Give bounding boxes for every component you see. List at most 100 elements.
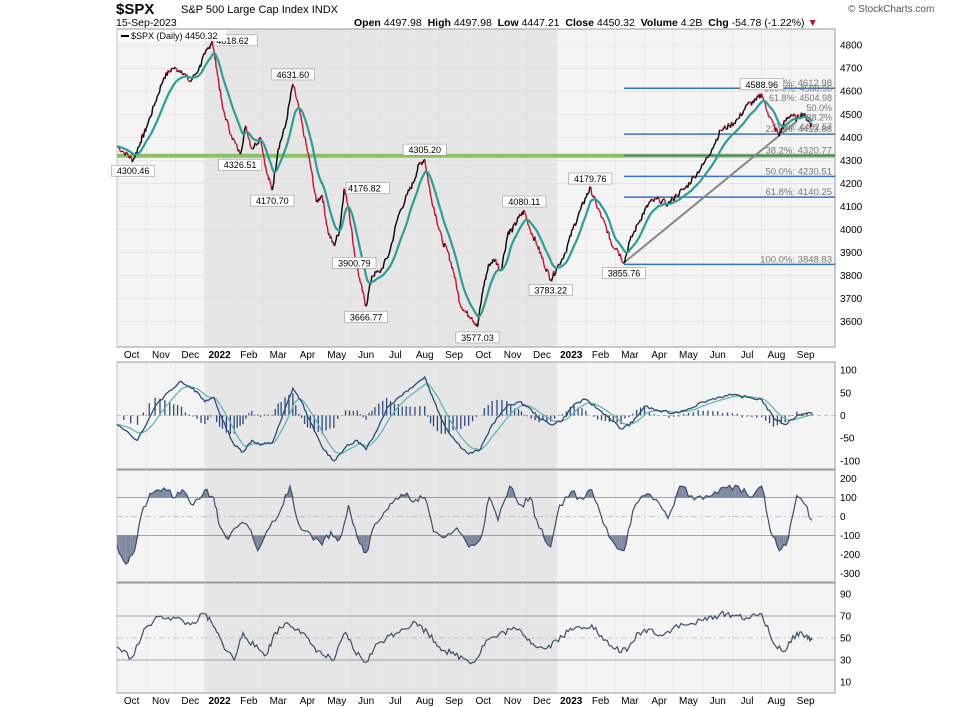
price-segment (385, 257, 388, 260)
month-label: 2023 (560, 696, 583, 707)
price-segment (383, 258, 386, 263)
swing-label-box (455, 331, 500, 344)
cci-fill (623, 535, 627, 551)
price-segment (657, 196, 660, 200)
month-label: Aug (416, 696, 434, 707)
volume-value: 4.2B (680, 17, 703, 29)
price-segment (217, 77, 220, 84)
swing-label: 4080.11 (508, 197, 540, 207)
price-segment (200, 59, 203, 65)
change-label: Chg (708, 17, 729, 29)
price-segment (616, 249, 620, 253)
price-segment (590, 187, 593, 196)
month-label: Oct (476, 696, 492, 707)
swing-label-box (270, 68, 315, 81)
price-segment (503, 249, 507, 253)
price-segment (375, 270, 379, 273)
price-segment (717, 129, 721, 137)
price-segment (205, 48, 208, 51)
price-segment (727, 123, 731, 127)
price-segment (305, 143, 308, 147)
month-label: Dec (533, 350, 551, 361)
cci-fill (149, 493, 153, 498)
price-ytick-label: 3700 (840, 294, 863, 305)
price-ytick-label: 4300 (840, 156, 863, 167)
price-segment (296, 99, 299, 103)
price-ytick-label: 4700 (840, 64, 863, 75)
month-label: Feb (592, 696, 610, 707)
price-segment (594, 200, 597, 205)
price-ytick-label: 3900 (840, 248, 863, 259)
price-segment (136, 148, 139, 154)
price-segment (534, 236, 537, 241)
price-segment (489, 262, 492, 267)
month-label: Feb (240, 350, 258, 361)
price-segment (596, 207, 599, 210)
cci-fill (741, 488, 745, 498)
price-segment (485, 272, 488, 276)
price-segment (624, 255, 627, 258)
price-segment (445, 245, 448, 249)
price-segment (480, 295, 483, 304)
price-segment (357, 271, 360, 277)
price-segment (414, 176, 417, 179)
price-segment (297, 102, 300, 108)
price-segment (247, 136, 250, 140)
price-segment (471, 319, 474, 323)
price-segment (344, 193, 347, 196)
macd-ytick-label: 0 (840, 411, 846, 422)
price-segment (602, 217, 605, 221)
price-segment (710, 148, 713, 154)
price-segment (609, 240, 612, 244)
month-label: Mar (270, 350, 288, 361)
price-segment (142, 133, 145, 138)
price-segment (528, 225, 531, 229)
price-segment (302, 130, 305, 137)
price-segment (624, 256, 627, 263)
price-segment (672, 198, 676, 202)
price-segment (679, 188, 682, 191)
price-segment (352, 243, 355, 247)
cci-fill (465, 535, 469, 547)
cci-fill (621, 535, 624, 551)
price-segment (802, 112, 805, 115)
price-segment (613, 247, 616, 250)
swing-label-box (568, 172, 613, 185)
price-segment (609, 238, 612, 241)
price-segment (446, 250, 449, 253)
price-segment (437, 227, 441, 231)
price-segment (272, 182, 275, 187)
cci-fill (477, 535, 481, 543)
month-label: Sep (445, 696, 463, 707)
price-segment (435, 217, 438, 224)
fib-label: 50.0%: 4230.51 (765, 166, 832, 177)
month-label: May (679, 696, 698, 707)
price-segment (477, 316, 480, 323)
price-segment (367, 290, 370, 294)
price-segment (341, 201, 344, 206)
price-segment (603, 220, 606, 224)
price-segment (343, 188, 346, 190)
price-segment (486, 269, 489, 274)
price-segment (216, 73, 219, 78)
cci-fill (123, 535, 126, 564)
price-segment (335, 234, 338, 241)
price-segment (279, 140, 282, 143)
price-segment (448, 252, 451, 261)
fib-label: 0.0%: 4612.98 (771, 78, 832, 89)
low-value: 4447.21 (521, 17, 560, 29)
price-segment (313, 188, 316, 193)
month-label: Mar (621, 350, 639, 361)
price-segment (309, 161, 312, 166)
price-segment (476, 322, 479, 328)
price-segment (481, 292, 484, 296)
price-segment (334, 239, 337, 243)
price-segment (778, 134, 780, 137)
price-segment (312, 186, 315, 190)
price-segment (167, 69, 170, 73)
price-segment (523, 210, 526, 214)
price-segment (309, 164, 312, 171)
price-segment (265, 165, 268, 172)
price-segment (221, 99, 224, 108)
price-segment (713, 142, 716, 146)
